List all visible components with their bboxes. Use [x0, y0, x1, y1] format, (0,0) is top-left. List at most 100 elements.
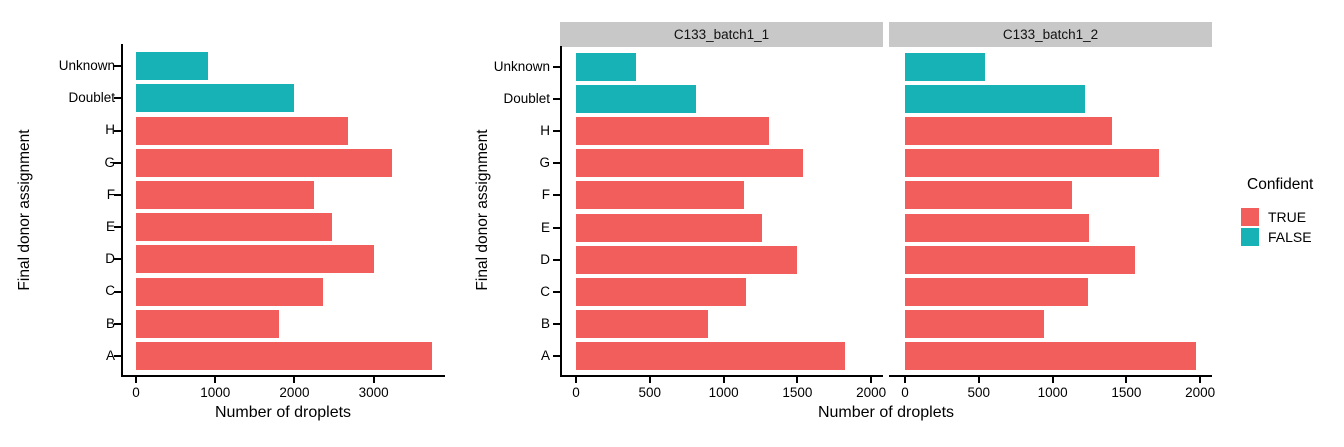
facet1-panel: 0 500 1000 1500 2000: [553, 46, 886, 400]
category-label-b: B: [540, 315, 550, 331]
bar-b: [905, 309, 1044, 338]
facet-strip-1: C133_batch1_1: [560, 22, 883, 47]
bar-e: [905, 213, 1090, 242]
bar-b: [576, 309, 709, 338]
category-label-d: D: [540, 251, 550, 267]
left-chart-panel: 0 1000 2000 3000: [114, 44, 445, 400]
x-tick-label: 1500: [782, 385, 813, 400]
x-tick: [722, 377, 725, 383]
y-tick: [553, 130, 560, 133]
y-tick: [553, 98, 560, 101]
category-label-e: E: [105, 219, 115, 234]
y-tick: [553, 66, 560, 69]
x-tick: [904, 377, 906, 383]
left-y-axis-line: [121, 44, 123, 377]
x-tick: [293, 377, 296, 383]
y-tick: [114, 97, 121, 100]
x-tick: [1125, 377, 1128, 383]
x-tick: [977, 377, 980, 383]
bar-g: [905, 149, 1159, 178]
y-tick: [114, 129, 121, 132]
right-y-axis-labels: Unknown Doublet H G F E D C B A: [462, 46, 550, 375]
bar-a: [136, 341, 433, 370]
legend: Confident TRUE FALSE: [1240, 176, 1344, 247]
left-y-axis-labels: Unknown Doublet H G F E D C B A: [30, 44, 115, 375]
category-label-f: F: [106, 186, 115, 202]
legend-swatch-false: [1241, 228, 1259, 246]
bar-a: [576, 341, 845, 370]
legend-item-false: FALSE: [1240, 227, 1344, 246]
bar-d: [905, 245, 1136, 274]
bar-doublet: [576, 85, 697, 114]
category-label-h: H: [105, 122, 115, 138]
bar-doublet: [905, 85, 1086, 114]
facet1-y-axis-line: [560, 46, 562, 377]
category-label-doublet: Doublet: [503, 91, 550, 107]
x-tick: [372, 377, 375, 383]
x-tick-label: 1000: [708, 385, 739, 400]
left-x-axis-title: Number of droplets: [214, 404, 352, 421]
bar-a: [905, 341, 1196, 370]
y-tick: [114, 161, 121, 164]
legend-title: Confident: [1247, 176, 1314, 193]
y-tick: [114, 322, 121, 325]
bar-c: [905, 277, 1089, 306]
bar-h: [136, 116, 348, 145]
bar-g: [576, 149, 804, 178]
category-label-h: H: [540, 123, 550, 139]
bar-f: [136, 180, 314, 209]
facet1-x-axis-line: [560, 375, 883, 377]
x-tick-label: 0: [901, 385, 909, 400]
bar-f: [576, 181, 745, 210]
bar-unknown: [905, 53, 985, 82]
category-label-a: A: [540, 347, 550, 363]
legend-label-true: TRUE: [1268, 208, 1307, 225]
y-tick: [114, 290, 121, 293]
bar-g: [136, 148, 392, 177]
category-label-a: A: [105, 347, 115, 363]
legend-swatch-true: [1241, 208, 1259, 226]
category-label-unknown: Unknown: [493, 59, 550, 74]
bar-e: [136, 213, 333, 242]
facet2-x-axis-line: [889, 375, 1212, 377]
x-tick-label: 3000: [358, 385, 389, 400]
y-tick: [553, 322, 560, 325]
x-tick-label: 0: [572, 385, 580, 400]
x-tick-label: 500: [638, 385, 662, 400]
category-label-unknown: Unknown: [58, 58, 115, 73]
y-tick: [553, 194, 560, 197]
bar-b: [136, 309, 279, 338]
bar-c: [576, 277, 746, 306]
x-tick-label: 1000: [1037, 385, 1068, 400]
x-tick: [135, 377, 137, 383]
x-tick-label: 0: [132, 385, 140, 400]
bar-d: [576, 245, 797, 274]
bar-e: [576, 213, 762, 242]
y-tick: [114, 193, 121, 196]
left-x-axis-line: [121, 375, 445, 377]
bar-h: [905, 117, 1112, 146]
legend-label-false: FALSE: [1268, 228, 1312, 245]
x-tick-label: 2000: [1185, 385, 1216, 400]
y-tick: [553, 354, 560, 357]
bar-unknown: [576, 53, 636, 82]
category-label-g: G: [104, 154, 115, 170]
bar-h: [576, 117, 770, 146]
y-tick: [114, 354, 121, 357]
y-tick: [114, 258, 121, 261]
legend-item-true: TRUE: [1240, 207, 1344, 226]
bar-unknown: [136, 52, 209, 81]
category-label-c: C: [540, 283, 550, 299]
category-label-e: E: [540, 219, 550, 235]
category-label-b: B: [105, 315, 115, 331]
facet-strip-2: C133_batch1_2: [889, 22, 1212, 47]
y-tick: [553, 162, 560, 165]
bar-d: [136, 245, 375, 274]
category-label-doublet: Doublet: [68, 90, 115, 106]
right-x-axis-title: Number of droplets: [817, 404, 955, 421]
y-tick: [114, 65, 121, 68]
facet2-panel: 0 500 1000 1500 2000: [891, 46, 1215, 400]
bar-c: [136, 277, 323, 306]
x-tick: [214, 377, 217, 383]
